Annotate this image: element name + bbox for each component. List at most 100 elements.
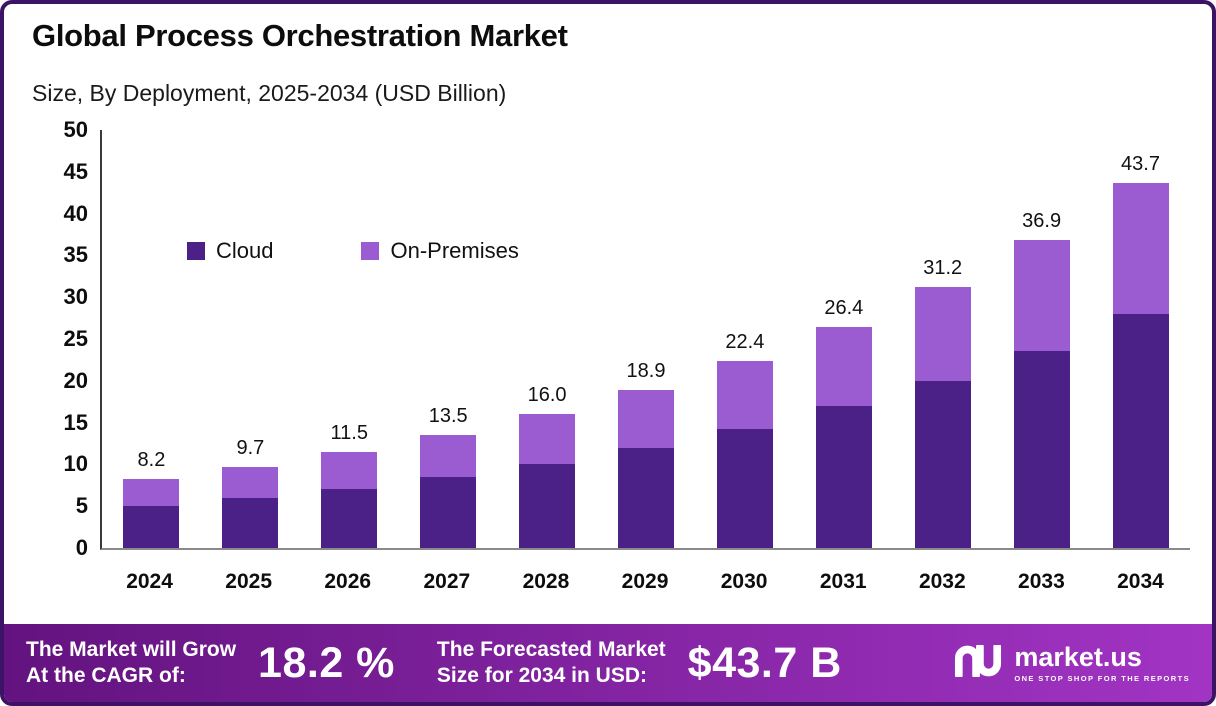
legend-item-on-premises: On-Premises <box>361 238 519 264</box>
segment-cloud <box>617 447 674 548</box>
stacked-bar-chart: 8.2 9.7 11.5 13.5 16.0 18.9 22.4 26.4 31.2 36.9 43… <box>30 119 1194 608</box>
bar-group-2032: 31.2 <box>893 130 992 548</box>
y-tick-label: 20 <box>63 367 88 393</box>
bar-total-label: 9.7 <box>236 436 265 459</box>
x-axis-label: 2029 <box>621 570 669 593</box>
bar-total-label: 26.4 <box>824 297 864 320</box>
brand-name: market.us <box>1014 641 1142 672</box>
stacked-bar <box>519 414 576 548</box>
stacked-bar <box>914 287 971 548</box>
page-title: Global Process Orchestration Market <box>32 18 568 53</box>
stacked-bar <box>420 435 477 548</box>
segment-on-premises <box>222 466 279 498</box>
brand-tagline: ONE STOP SHOP FOR THE REPORTS <box>1014 673 1190 683</box>
stacked-bar <box>123 479 180 548</box>
segment-on-premises <box>420 435 477 477</box>
segment-cloud <box>716 429 773 548</box>
bar-total-label: 11.5 <box>330 421 368 444</box>
bar-group-2025: 9.7 <box>201 130 300 548</box>
x-axis: 2024 2025 2026 2027 2028 2029 2030 2031 2032 2033… <box>100 570 1190 594</box>
bar-total-label: 18.9 <box>626 360 666 383</box>
bar-group-2033: 36.9 <box>992 130 1091 548</box>
x-axis-label: 2033 <box>1018 570 1065 593</box>
bar-group-2028: 16.0 <box>498 130 597 548</box>
bar-total-label: 13.5 <box>428 405 468 428</box>
y-tick-label: 35 <box>63 242 88 268</box>
segment-on-premises <box>716 360 773 430</box>
brand-text: market.us ONE STOP SHOP FOR THE REPORTS <box>1014 641 1190 683</box>
segment-on-premises <box>815 327 872 406</box>
bar-group-2034: 43.7 <box>1091 130 1190 548</box>
stacked-bar <box>222 466 279 548</box>
bar-total-label: 8.2 <box>137 449 166 472</box>
legend-item-cloud: Cloud <box>187 238 273 264</box>
legend: Cloud On-Premises <box>187 238 519 264</box>
segment-cloud <box>1013 350 1070 548</box>
segment-on-premises <box>1013 239 1070 351</box>
x-axis-label: 2034 <box>1117 570 1164 593</box>
legend-label-cloud: Cloud <box>216 238 274 263</box>
x-axis-label: 2031 <box>819 570 867 593</box>
bar-group-2031: 26.4 <box>794 130 893 548</box>
y-tick-label: 40 <box>63 200 88 226</box>
bar-group-2024: 8.2 <box>102 130 201 548</box>
x-axis-label: 2026 <box>324 570 372 593</box>
footer-banner: The Market will Grow At the CAGR of: 18.… <box>4 624 1212 702</box>
bar-total-label: 16.0 <box>527 384 567 407</box>
brand-block: market.us ONE STOP SHOP FOR THE REPORTS <box>954 641 1190 683</box>
y-tick-label: 10 <box>63 451 88 477</box>
stacked-bar <box>321 451 378 548</box>
page-subtitle: Size, By Deployment, 2025-2034 (USD Bill… <box>32 80 507 106</box>
forecast-value: $43.7 B <box>687 638 842 687</box>
segment-on-premises <box>123 479 180 507</box>
segment-cloud <box>914 380 971 548</box>
segment-cloud <box>123 506 180 548</box>
bar-total-label: 22.4 <box>725 330 765 353</box>
bar-total-label: 43.7 <box>1121 152 1160 175</box>
x-axis-label: 2028 <box>522 570 570 593</box>
y-tick-label: 50 <box>63 117 88 142</box>
stacked-bar <box>1013 239 1070 548</box>
bar-total-label: 36.9 <box>1022 209 1062 232</box>
segment-on-premises <box>519 414 576 465</box>
bars-container: 8.2 9.7 11.5 13.5 16.0 18.9 22.4 26.4 31.2 36.9 43… <box>102 130 1190 548</box>
legend-label-on-premises: On-Premises <box>390 238 519 263</box>
bar-group-2027: 13.5 <box>399 130 498 548</box>
segment-on-premises <box>321 451 378 490</box>
stacked-bar <box>1112 182 1169 548</box>
y-tick-label: 30 <box>63 284 88 310</box>
x-axis-label: 2025 <box>225 570 272 593</box>
y-tick-label: 25 <box>63 326 88 351</box>
legend-swatch-on-premises <box>361 242 380 260</box>
market-us-logo-icon <box>954 642 1002 682</box>
cagr-value: 18.2 % <box>258 638 395 687</box>
segment-on-premises <box>1112 182 1169 314</box>
x-axis-label: 2027 <box>423 570 471 593</box>
y-tick-label: 15 <box>63 409 88 435</box>
y-tick-label: 0 <box>75 535 88 560</box>
segment-cloud <box>815 405 872 548</box>
forecast-label: The Forecasted Market Size for 2034 in U… <box>436 637 666 687</box>
segment-cloud <box>222 497 279 548</box>
stacked-bar <box>716 360 773 548</box>
y-tick-label: 45 <box>63 158 88 184</box>
stacked-bar <box>815 327 872 548</box>
x-axis-label: 2024 <box>126 570 173 593</box>
segment-cloud <box>1112 313 1169 548</box>
bar-group-2030: 22.4 <box>695 130 794 548</box>
x-axis-label: 2030 <box>720 570 768 593</box>
segment-cloud <box>519 464 576 548</box>
bar-group-2026: 11.5 <box>300 130 399 548</box>
bar-total-label: 31.2 <box>923 257 963 280</box>
y-tick-label: 5 <box>75 493 88 519</box>
stacked-bar <box>617 390 674 548</box>
segment-on-premises <box>617 390 674 448</box>
bar-group-2029: 18.9 <box>597 130 696 548</box>
segment-cloud <box>321 489 378 548</box>
plot-area: 8.2 9.7 11.5 13.5 16.0 18.9 22.4 26.4 31.2 36.9 43… <box>64 119 1190 559</box>
segment-on-premises <box>914 287 971 381</box>
x-axis-label: 2032 <box>918 570 966 593</box>
cagr-label: The Market will Grow At the CAGR of: <box>26 637 237 687</box>
legend-swatch-cloud <box>187 242 205 260</box>
